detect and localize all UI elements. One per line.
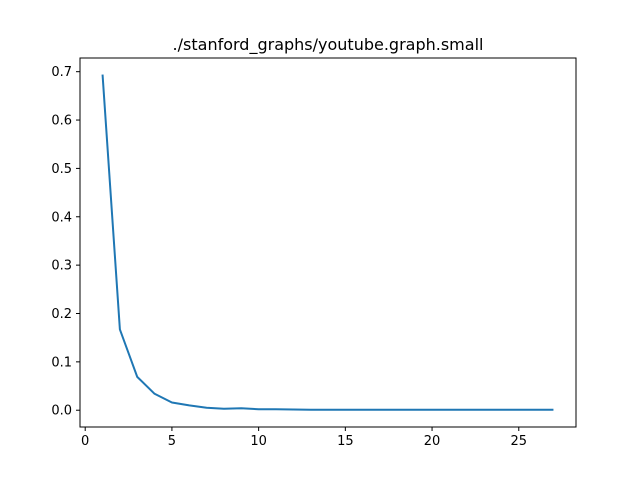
chart-title: ./stanford_graphs/youtube.graph.small <box>173 35 484 55</box>
y-axis: 0.0 0.1 0.2 0.3 0.4 0.5 0.6 0.7 <box>51 65 80 419</box>
x-tick-label: 20 <box>424 434 441 449</box>
series-line <box>101 74 554 411</box>
y-tick-label: 0.1 <box>51 355 72 370</box>
x-tick-label: 0 <box>81 434 89 449</box>
x-tick-label: 10 <box>250 434 267 449</box>
y-tick-label: 0.5 <box>51 162 72 177</box>
plot-frame <box>79 57 577 428</box>
plot-series <box>101 74 554 411</box>
x-tick-label: 25 <box>510 434 527 449</box>
x-tick-label: 5 <box>168 434 176 449</box>
x-axis: 0 5 10 15 20 25 <box>81 427 527 449</box>
y-tick-label: 0.0 <box>51 404 72 419</box>
y-tick-label: 0.4 <box>51 210 72 225</box>
x-tick-label: 15 <box>337 434 354 449</box>
y-tick-label: 0.3 <box>51 259 72 274</box>
y-tick-label: 0.7 <box>51 65 72 80</box>
y-tick-label: 0.6 <box>51 114 72 129</box>
y-tick-label: 0.2 <box>51 307 72 322</box>
